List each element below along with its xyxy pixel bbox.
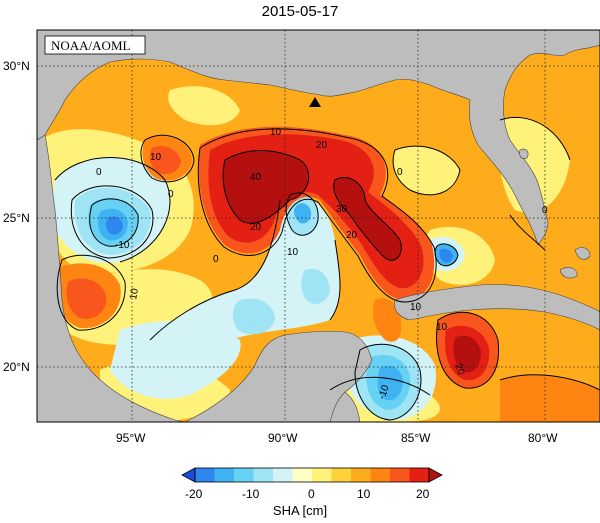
map-area: 10 10 0 0 -10 10 40 20 20 30 20 0 10 -10… xyxy=(37,30,600,422)
triangle-marker-icon xyxy=(309,97,321,107)
colorbar-cell xyxy=(312,468,332,482)
colorbar-tick: 20 xyxy=(416,487,430,501)
contour-label: 10 xyxy=(128,287,141,300)
lon-label: 90°W xyxy=(268,431,298,445)
colorbar-cell xyxy=(195,468,215,482)
contour-label: 10 xyxy=(436,322,448,333)
contour-label: 20 xyxy=(346,230,358,241)
colorbar-cell xyxy=(390,468,410,482)
contour-label: 10 xyxy=(150,152,162,163)
contour-label: 20 xyxy=(250,222,262,233)
colorbar-tick: 0 xyxy=(308,487,315,501)
colorbar-cell xyxy=(253,468,274,482)
colorbar-high-arrow xyxy=(428,467,443,483)
lon-label: 80°W xyxy=(528,431,558,445)
contour-label: 30 xyxy=(336,204,348,215)
colorbar-label: SHA [cm] xyxy=(272,503,328,518)
credit-text: NOAA/AOML xyxy=(51,38,131,53)
colorbar-tick: 10 xyxy=(357,487,371,501)
contour-lines xyxy=(54,116,600,421)
lat-label: 25°N xyxy=(3,211,30,225)
contour-label: -10 xyxy=(376,383,391,401)
contour-label-group: 10 10 0 0 -10 10 40 20 20 30 20 0 10 -10… xyxy=(96,127,548,401)
colorbar-cell xyxy=(409,468,430,482)
contour-label: 10 xyxy=(270,127,282,138)
colorbar-low-arrow xyxy=(181,467,196,483)
credit-box: NOAA/AOML xyxy=(44,35,146,55)
colorbar-cell xyxy=(331,468,352,482)
contour-label: 40 xyxy=(250,172,262,183)
colorbar: -20 -10 0 10 20 xyxy=(181,467,443,501)
map-frame xyxy=(36,29,600,423)
lon-label: 95°W xyxy=(116,431,146,445)
anomaly-field-blue xyxy=(74,187,458,420)
contour-label: 0 xyxy=(397,167,403,178)
colorbar-cell xyxy=(234,468,254,482)
colorbar-cell xyxy=(292,468,313,482)
colorbar-tick: -20 xyxy=(185,487,203,501)
longitude-labels: 95°W 90°W 85°W 80°W xyxy=(116,431,558,445)
contour-label: 20 xyxy=(452,362,466,377)
lat-label: 20°N xyxy=(3,360,30,374)
contour-label: 0 xyxy=(213,254,219,265)
contour-label: 10 xyxy=(410,302,422,313)
anomaly-field-warm xyxy=(53,126,600,422)
gridlines xyxy=(37,30,600,422)
contour-label: -10 xyxy=(115,240,130,251)
latitude-labels: 30°N 25°N 20°N xyxy=(3,59,30,374)
colorbar-cell xyxy=(370,468,391,482)
contour-label: 20 xyxy=(316,140,328,151)
lat-label: 30°N xyxy=(3,59,30,73)
contour-label: 0 xyxy=(96,167,102,178)
colorbar-cell xyxy=(351,468,371,482)
colorbar-tick: -10 xyxy=(242,487,260,501)
colorbar-cell xyxy=(273,468,293,482)
contour-label: 10 xyxy=(287,247,299,258)
land-masses xyxy=(37,30,600,422)
contour-label: 0 xyxy=(168,189,174,200)
colorbar-cell xyxy=(214,468,235,482)
map-title: 2015-05-17 xyxy=(261,3,339,20)
lon-label: 85°W xyxy=(401,431,431,445)
